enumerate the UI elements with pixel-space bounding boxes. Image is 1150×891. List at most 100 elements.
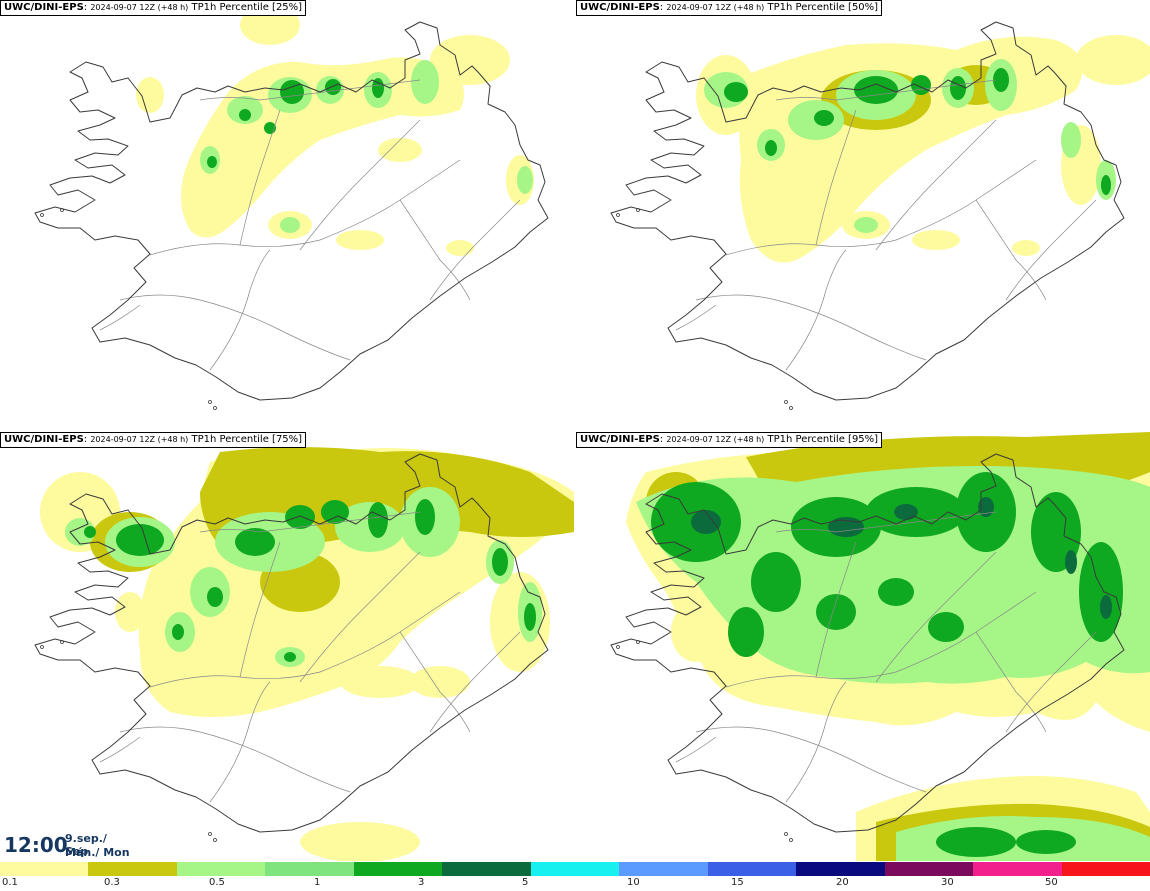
map-canvas xyxy=(34,5,549,410)
precip-area xyxy=(854,76,898,104)
precip-area xyxy=(378,138,422,162)
island xyxy=(213,838,217,842)
colorbar-segment xyxy=(353,862,443,876)
road-line xyxy=(149,591,461,688)
precip-area xyxy=(1012,240,1040,256)
map-panel-p25: UWC/DINI-EPS: 2024-09-07 12Z (+48 h) TP1… xyxy=(0,0,574,429)
precip-area xyxy=(1079,542,1123,642)
colorbar-segment xyxy=(88,862,177,876)
island xyxy=(789,406,793,410)
precip-area xyxy=(1076,35,1150,85)
precip-area xyxy=(336,230,384,250)
precip-area xyxy=(724,82,748,102)
precip-area xyxy=(671,602,721,662)
valid-date: 9.sep./ Sep xyxy=(65,832,107,858)
road-line xyxy=(675,304,717,331)
precip-area xyxy=(411,60,439,104)
precip-area xyxy=(978,497,994,517)
island xyxy=(208,832,212,836)
island xyxy=(784,832,788,836)
panel-title: UWC/DINI-EPS: 2024-09-07 12Z (+48 h) TP1… xyxy=(576,432,883,448)
colorbar-tick-label: 3 xyxy=(418,877,425,888)
precip-area xyxy=(814,110,834,126)
island xyxy=(40,213,44,217)
precip-area xyxy=(65,518,95,546)
precip-area xyxy=(280,80,304,104)
precip-area xyxy=(195,170,235,230)
road-line xyxy=(119,294,351,361)
island xyxy=(40,645,44,649)
road-line xyxy=(725,159,1037,256)
road-line xyxy=(785,681,847,803)
road-line xyxy=(299,119,421,251)
precip-area xyxy=(524,603,536,631)
colorbar-segment xyxy=(1061,862,1150,876)
valid-weekday: Mán./ Mon xyxy=(65,846,130,859)
road-line xyxy=(209,249,271,371)
colorbar-tick-label: 20 xyxy=(836,877,849,888)
precip-area xyxy=(284,652,296,662)
precip-area xyxy=(84,526,96,538)
precip-area xyxy=(446,240,474,256)
precip-area xyxy=(912,230,960,250)
precip-area xyxy=(894,504,918,520)
precip-area xyxy=(492,548,508,576)
island xyxy=(616,213,620,217)
road-line xyxy=(99,304,141,331)
colorbar-segment xyxy=(884,862,974,876)
colorbar-tick-label: 15 xyxy=(731,877,744,888)
road-line xyxy=(99,736,141,763)
precip-area xyxy=(751,552,801,612)
road-line xyxy=(695,726,927,793)
map-canvas xyxy=(610,21,1150,410)
precip-area xyxy=(368,502,388,538)
road-line xyxy=(1005,199,1097,301)
precip-area xyxy=(993,68,1009,92)
precip-area xyxy=(300,822,420,861)
map-canvas xyxy=(576,432,1150,861)
colorbar-tick-label: 5 xyxy=(522,877,529,888)
panel-title: UWC/DINI-EPS: 2024-09-07 12Z (+48 h) TP1… xyxy=(0,0,307,16)
precip-area xyxy=(372,78,384,98)
precip-area xyxy=(410,666,470,698)
colorbar-segment xyxy=(442,862,531,876)
iceland-coastline xyxy=(610,453,1125,833)
colorbar-tick-label: 30 xyxy=(941,877,954,888)
colorbar-tick-label: 0.5 xyxy=(209,877,225,888)
colorbar-tick-label: 1 xyxy=(314,877,321,888)
precip-area xyxy=(285,505,315,529)
colorbar-segment xyxy=(796,862,885,876)
colorbar-tick-label: 10 xyxy=(627,877,640,888)
island xyxy=(616,645,620,649)
island xyxy=(213,406,217,410)
island xyxy=(60,640,64,644)
island xyxy=(636,208,640,212)
precip-area xyxy=(1101,175,1111,195)
precip-area xyxy=(136,77,164,113)
road-line xyxy=(675,736,717,763)
panel-title: UWC/DINI-EPS: 2024-09-07 12Z (+48 h) TP1… xyxy=(0,432,307,448)
colorbar-segment xyxy=(530,862,620,876)
road-line xyxy=(815,109,857,246)
colorbar xyxy=(0,862,1150,876)
precip-area xyxy=(636,466,1150,684)
island xyxy=(208,400,212,404)
colorbar-segment xyxy=(265,862,354,876)
road-line xyxy=(149,159,461,256)
precip-area xyxy=(1061,122,1081,158)
precip-area xyxy=(828,517,864,537)
road-line xyxy=(399,631,471,733)
iceland-coastline xyxy=(34,21,549,401)
precip-area xyxy=(928,612,964,642)
island xyxy=(60,208,64,212)
road-line xyxy=(975,631,1047,733)
precip-area xyxy=(207,587,223,607)
road-line xyxy=(875,119,997,251)
road-line xyxy=(725,591,1037,688)
precip-area xyxy=(430,35,510,85)
colorbar-ticks: 0.1 0.3 0.5 1 3 5 10 15 20 30 50 xyxy=(0,876,1150,891)
road-line xyxy=(429,199,521,301)
precip-area xyxy=(207,156,217,168)
road-line xyxy=(239,109,281,246)
precip-area xyxy=(854,217,878,233)
